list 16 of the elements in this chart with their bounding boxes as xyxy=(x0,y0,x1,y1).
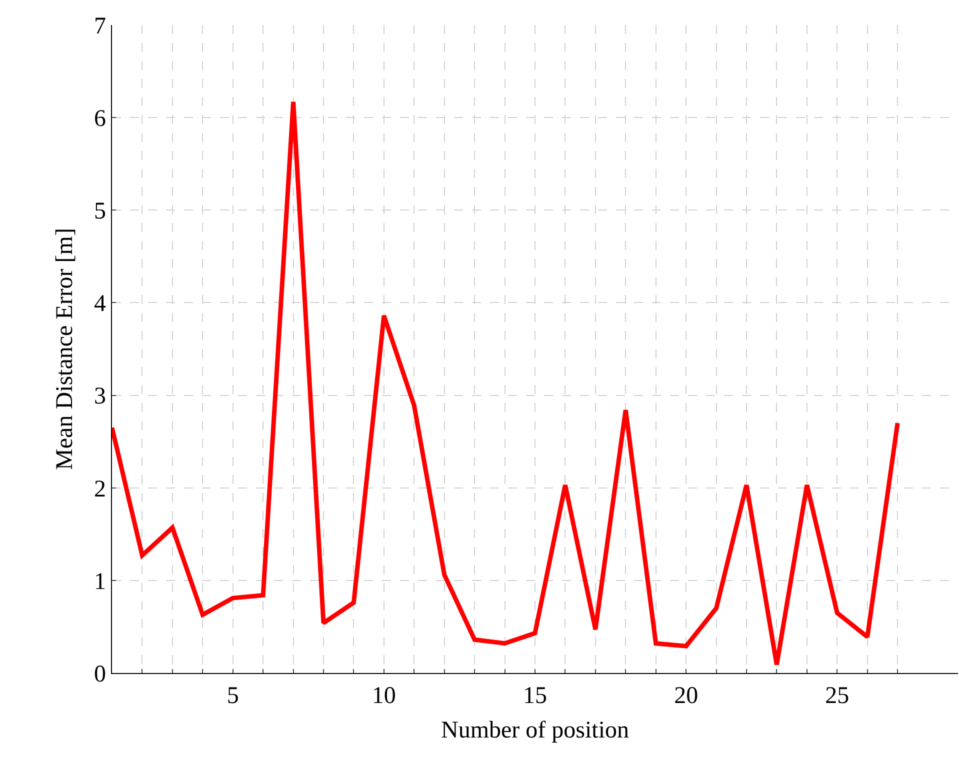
y-tick-label: 0 xyxy=(94,661,106,688)
y-tick-label: 6 xyxy=(94,106,106,132)
x-tick-label: 5 xyxy=(226,682,239,709)
y-tick-label: 3 xyxy=(94,384,106,410)
y-tick-label: 4 xyxy=(94,291,106,318)
y-tick-label: 7 xyxy=(94,13,106,40)
x-tick-label: 10 xyxy=(372,682,396,709)
y-tick-label: 2 xyxy=(94,476,106,502)
x-axis-title: Number of position xyxy=(441,717,629,744)
y-axis-title: Mean Distance Error [m] xyxy=(52,228,78,470)
y-tick-label: 1 xyxy=(94,568,106,595)
x-tick-label: 15 xyxy=(523,682,547,709)
x-tick-label: 20 xyxy=(674,682,698,709)
x-tick-label: 25 xyxy=(825,682,850,709)
line-series xyxy=(112,100,900,667)
y-tick-label: 5 xyxy=(94,198,106,225)
